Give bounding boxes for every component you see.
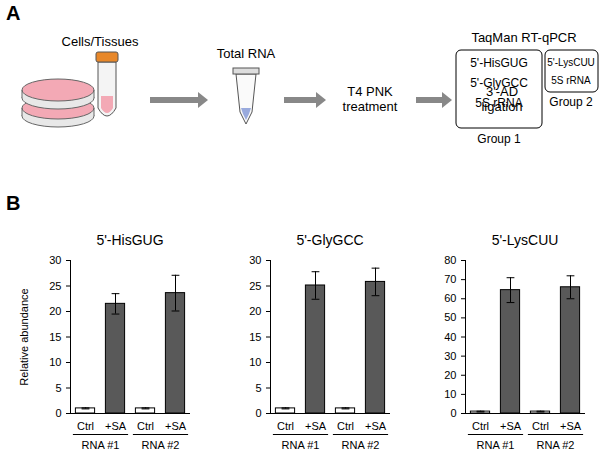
svg-text:Ctrl: Ctrl: [277, 420, 294, 432]
svg-text:10: 10: [49, 356, 61, 368]
svg-text:40: 40: [444, 331, 456, 343]
svg-text:60: 60: [444, 292, 456, 304]
svg-text:5'-GlyGCC: 5'-GlyGCC: [470, 76, 528, 90]
svg-text:+SA: +SA: [165, 420, 187, 432]
svg-text:10: 10: [444, 388, 456, 400]
svg-text:Group 2: Group 2: [549, 95, 593, 109]
svg-text:5: 5: [55, 382, 61, 394]
svg-text:RNA #2: RNA #2: [342, 439, 380, 451]
svg-text:RNA #2: RNA #2: [142, 439, 180, 451]
svg-text:30: 30: [249, 254, 261, 266]
svg-text:20: 20: [444, 369, 456, 381]
svg-text:treatment: treatment: [343, 99, 398, 114]
svg-text:Ctrl: Ctrl: [532, 420, 549, 432]
svg-text:5S rRNA: 5S rRNA: [551, 75, 591, 86]
svg-text:RNA #1: RNA #1: [477, 439, 515, 451]
html-text:B: B: [6, 192, 21, 214]
svg-text:80: 80: [444, 254, 456, 266]
svg-text:5'-HisGUG: 5'-HisGUG: [470, 56, 528, 70]
svg-text:+SA: +SA: [500, 420, 522, 432]
svg-text:30: 30: [49, 254, 61, 266]
html-text:5'-GlyGCC: 5'-GlyGCC: [296, 232, 364, 248]
svg-text:Total RNA: Total RNA: [217, 46, 276, 61]
svg-text:Ctrl: Ctrl: [337, 420, 354, 432]
svg-text:+SA: +SA: [305, 420, 327, 432]
svg-text:30: 30: [444, 350, 456, 362]
svg-text:RNA #2: RNA #2: [537, 439, 575, 451]
svg-text:25: 25: [249, 280, 261, 292]
svg-text:T4 PNK: T4 PNK: [347, 84, 393, 99]
svg-text:20: 20: [49, 305, 61, 317]
svg-text:+SA: +SA: [365, 420, 387, 432]
svg-text:5'-LysCUU: 5'-LysCUU: [547, 57, 595, 68]
svg-text:Ctrl: Ctrl: [137, 420, 154, 432]
svg-text:5S rRNA: 5S rRNA: [475, 96, 522, 110]
svg-text:15: 15: [249, 331, 261, 343]
svg-text:Group 1: Group 1: [477, 132, 521, 146]
svg-text:10: 10: [249, 356, 261, 368]
svg-text:0: 0: [450, 407, 456, 419]
svg-text:5: 5: [255, 382, 261, 394]
html-text:5'-HisGUG: 5'-HisGUG: [96, 232, 164, 248]
html-text:A: A: [6, 2, 21, 24]
svg-text:RNA #1: RNA #1: [282, 439, 320, 451]
svg-text:0: 0: [255, 407, 261, 419]
html-text:5'-LysCUU: 5'-LysCUU: [491, 232, 559, 248]
svg-text:+SA: +SA: [560, 420, 582, 432]
svg-text:0: 0: [55, 407, 61, 419]
svg-text:25: 25: [49, 280, 61, 292]
svg-text:70: 70: [444, 273, 456, 285]
svg-text:50: 50: [444, 311, 456, 323]
svg-text:RNA #1: RNA #1: [82, 439, 120, 451]
svg-text:Relative abundance: Relative abundance: [18, 288, 30, 385]
svg-text:Ctrl: Ctrl: [77, 420, 94, 432]
svg-text:Ctrl: Ctrl: [472, 420, 489, 432]
svg-text:+SA: +SA: [105, 420, 127, 432]
svg-text:15: 15: [49, 331, 61, 343]
svg-text:TaqMan RT-qPCR: TaqMan RT-qPCR: [471, 30, 576, 45]
svg-text:20: 20: [249, 305, 261, 317]
svg-text:Cells/Tissues: Cells/Tissues: [62, 34, 139, 49]
